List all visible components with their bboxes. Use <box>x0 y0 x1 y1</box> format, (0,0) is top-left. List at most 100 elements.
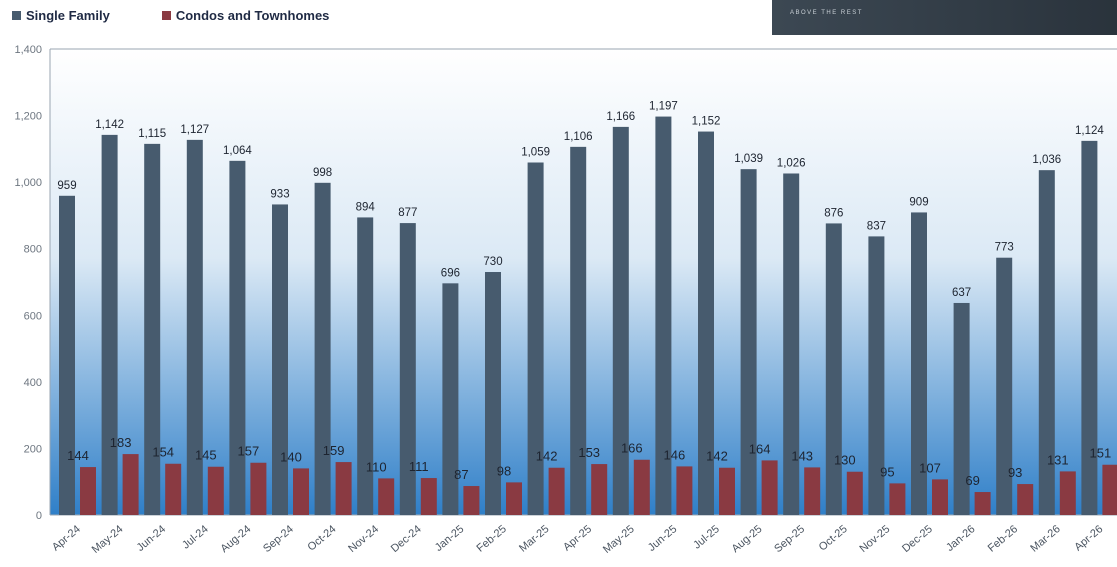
data-label-single-family: 1,152 <box>692 116 721 128</box>
brand-tagline: ABOVE THE REST <box>790 10 863 16</box>
bar-single-family <box>229 160 246 515</box>
x-tick-label: Nov-24 <box>346 523 381 555</box>
data-label-single-family: 1,166 <box>606 111 635 123</box>
y-tick-label: 1,000 <box>14 177 42 189</box>
data-label-single-family: 877 <box>398 207 417 219</box>
bar-condos <box>293 468 309 515</box>
data-label-condos: 87 <box>454 467 468 482</box>
x-tick-label: Mar-25 <box>517 523 551 555</box>
x-tick-label: Feb-25 <box>475 523 509 555</box>
data-label-condos: 164 <box>749 441 771 456</box>
data-label-condos: 144 <box>67 448 89 463</box>
data-label-condos: 111 <box>409 459 429 474</box>
x-tick-label: Feb-26 <box>986 523 1020 555</box>
data-label-single-family: 959 <box>57 180 76 192</box>
bar-condos <box>974 492 991 515</box>
bar-single-family <box>996 257 1013 515</box>
bar-single-family <box>612 126 629 515</box>
data-label-condos: 183 <box>110 435 132 450</box>
data-label-single-family: 933 <box>270 188 289 200</box>
data-label-single-family: 1,059 <box>521 147 550 159</box>
bar-single-family <box>399 223 416 515</box>
bar-condos <box>932 479 948 515</box>
data-label-condos: 69 <box>965 473 979 488</box>
data-label-single-family: 894 <box>356 201 376 213</box>
bar-condos <box>846 471 863 515</box>
bar-single-family <box>783 173 800 515</box>
data-label-single-family: 637 <box>952 287 971 299</box>
data-label-single-family: 1,064 <box>223 145 252 157</box>
x-tick-label: May-24 <box>90 523 126 556</box>
bar-single-family <box>825 223 842 515</box>
bar-condos <box>548 467 565 515</box>
x-tick-label: Aug-25 <box>730 523 765 555</box>
bar-single-family <box>868 236 885 516</box>
bar-condos <box>889 483 906 515</box>
x-tick-label: Sep-25 <box>772 523 807 555</box>
data-label-single-family: 1,124 <box>1075 125 1104 137</box>
bar-single-family <box>442 283 459 515</box>
y-tick-label: 0 <box>36 510 42 522</box>
bar-condos <box>761 460 778 515</box>
bar-condos <box>676 466 693 515</box>
data-label-condos: 140 <box>280 449 302 464</box>
data-label-condos: 131 <box>1047 452 1069 467</box>
x-tick-label: May-25 <box>601 523 637 556</box>
data-label-condos: 166 <box>621 441 643 456</box>
legend-label-condos: Condos and Townhomes <box>175 8 330 23</box>
bar-condos <box>1102 464 1117 515</box>
bar-condos <box>1017 484 1034 515</box>
data-label-condos: 107 <box>919 460 941 475</box>
bar-condos <box>591 464 608 515</box>
bar-single-family <box>953 302 970 515</box>
data-label-condos: 93 <box>1008 465 1022 480</box>
data-label-condos: 110 <box>366 459 387 474</box>
data-label-condos: 154 <box>152 445 174 460</box>
data-label-single-family: 998 <box>313 167 332 179</box>
x-tick-label: Mar-26 <box>1028 523 1062 555</box>
x-tick-label: Jun-24 <box>135 523 168 554</box>
data-label-single-family: 1,039 <box>734 153 763 165</box>
data-label-single-family: 773 <box>995 242 1014 254</box>
bar-condos <box>378 478 395 515</box>
x-tick-label: Jan-26 <box>944 523 977 554</box>
bar-single-family <box>485 272 501 515</box>
bar-single-family <box>527 162 544 516</box>
data-label-condos: 157 <box>238 444 260 459</box>
x-tick-label: Jul-25 <box>691 523 722 551</box>
y-tick-label: 1,400 <box>14 44 42 56</box>
data-label-single-family: 1,106 <box>564 131 593 143</box>
x-tick-label: Apr-26 <box>1072 523 1105 553</box>
bar-single-family <box>357 217 374 515</box>
bar-single-family <box>655 116 672 515</box>
data-label-condos: 146 <box>664 447 686 462</box>
data-label-single-family: 876 <box>824 207 843 219</box>
data-label-single-family: 1,197 <box>649 101 678 113</box>
x-tick-label: Apr-25 <box>561 523 594 553</box>
x-tick-label: Dec-24 <box>389 523 424 555</box>
bar-single-family <box>59 195 75 516</box>
bar-single-family <box>101 134 118 515</box>
x-tick-label: Jul-24 <box>180 523 211 551</box>
data-label-condos: 159 <box>323 443 345 458</box>
brand-logo-banner: ABOVE THE REST <box>772 0 1117 35</box>
bar-single-family <box>698 131 714 515</box>
bar-single-family <box>186 139 203 515</box>
data-label-single-family: 837 <box>867 220 886 232</box>
data-label-single-family: 1,026 <box>777 157 806 169</box>
bar-single-family <box>144 143 161 515</box>
data-label-single-family: 696 <box>441 267 460 279</box>
bar-condos <box>207 466 224 515</box>
legend-item-condos: Condos and Townhomes <box>161 8 330 23</box>
data-label-condos: 151 <box>1090 446 1112 461</box>
x-tick-label: Jun-25 <box>646 523 679 554</box>
data-label-single-family: 730 <box>483 256 502 268</box>
bar-condos <box>804 467 821 515</box>
bar-condos <box>719 467 735 515</box>
bar-condos <box>335 462 352 515</box>
data-label-single-family: 1,127 <box>180 124 209 136</box>
bar-condos <box>250 462 267 515</box>
y-tick-label: 200 <box>24 443 42 455</box>
y-tick-label: 1,200 <box>14 111 42 123</box>
